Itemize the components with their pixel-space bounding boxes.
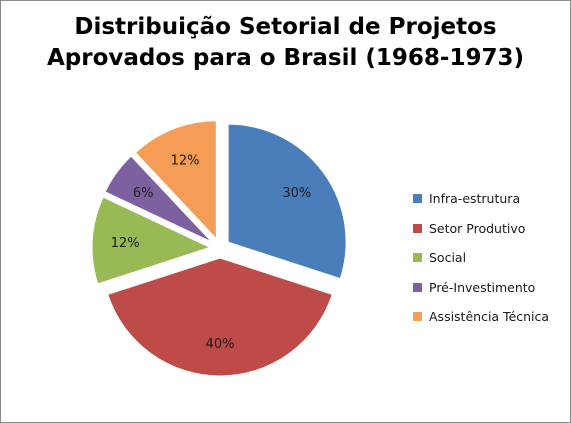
legend-label-setor-produtivo: Setor Produtivo <box>429 220 526 236</box>
legend-swatch-setor-produtivo <box>413 223 422 233</box>
data-label-infra-estrutura: 30% <box>282 186 311 201</box>
data-label-assistencia-tecnica: 12% <box>171 154 200 169</box>
legend-item-assistencia-tecnica: Assistência Técnica <box>413 302 563 332</box>
chart-title-line-1: Distribuição Setorial de Projetos <box>74 14 497 40</box>
legend-swatch-assistencia-tecnica <box>413 312 422 322</box>
pie-slice-social <box>91 196 212 285</box>
pie-slice-assistencia-tecnica <box>134 120 217 240</box>
chart-title-line-2: Aprovados para o Brasil (1968-1973) <box>46 45 524 71</box>
legend-swatch-social <box>413 253 422 263</box>
legend-swatch-infra-estrutura <box>413 194 422 204</box>
legend-item-infra-estrutura: Infra-estrutura <box>413 184 563 214</box>
data-label-social: 12% <box>111 236 140 251</box>
legend-label-assistencia-tecnica: Assistência Técnica <box>429 309 550 325</box>
legend-label-pre-investimento: Pré-Investimento <box>429 279 536 295</box>
legend-label-social: Social <box>429 250 467 266</box>
data-label-pre-investimento: 6% <box>133 186 154 201</box>
pie-slices <box>91 120 347 377</box>
legend-item-social: Social <box>413 243 563 273</box>
legend-item-setor-produtivo: Setor Produtivo <box>413 214 563 244</box>
legend-swatch-pre-investimento <box>413 282 422 292</box>
chart-title: Distribuição Setorial de Projetos Aprova… <box>0 12 571 74</box>
pie-data-labels: 30% 40% 12% 6% 12% <box>111 154 311 352</box>
data-label-setor-produtivo: 40% <box>206 337 235 352</box>
pie-slice-setor-produtivo <box>107 257 333 377</box>
pie-slice-infra-estrutura <box>227 123 347 280</box>
pie-slice-pre-investimento <box>104 155 213 243</box>
legend-item-pre-investimento: Pré-Investimento <box>413 273 563 303</box>
legend-label-infra-estrutura: Infra-estrutura <box>429 191 521 207</box>
legend: Infra-estrutura Setor Produtivo Social P… <box>413 184 563 332</box>
